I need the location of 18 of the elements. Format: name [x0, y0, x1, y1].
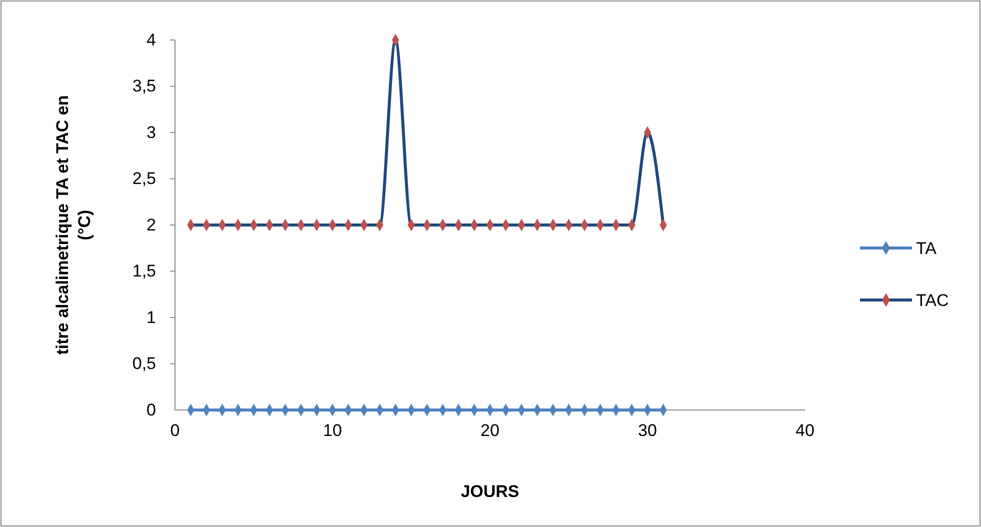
y-tick-label: 3: [146, 122, 156, 142]
y-tick-label: 4: [146, 30, 156, 50]
x-tick-label: 10: [323, 421, 342, 440]
y-tick-label: 2: [146, 215, 156, 234]
y-tick-label: 1,5: [132, 262, 156, 281]
x-axis-title: JOURS: [460, 482, 520, 501]
x-tick-label: 40: [796, 421, 814, 440]
y-tick-label: 3,5: [132, 76, 156, 96]
y-tick-label: 0: [146, 400, 156, 420]
y-tick-label: 1: [146, 308, 156, 327]
y-axis-title: titre alcalimetrique TA et TAC en (°C): [53, 95, 94, 355]
y-tick-label: 0,5: [132, 354, 156, 374]
x-tick-label: 30: [638, 421, 657, 440]
x-tick-label: 0: [170, 421, 180, 440]
legend-label: TA: [916, 239, 938, 258]
legend-label: TAC: [916, 291, 949, 310]
y-tick-label: 2,5: [132, 169, 156, 188]
x-tick-label: 20: [480, 421, 500, 440]
